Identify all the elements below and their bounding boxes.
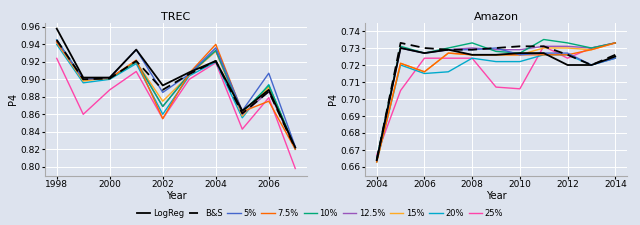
Title: Amazon: Amazon [474, 12, 518, 22]
X-axis label: Year: Year [166, 191, 186, 201]
Title: TREC: TREC [161, 12, 191, 22]
Y-axis label: P4: P4 [8, 93, 18, 105]
Y-axis label: P4: P4 [328, 93, 338, 105]
X-axis label: Year: Year [486, 191, 506, 201]
Legend: LogReg, B&S, 5%, 7.5%, 10%, 12.5%, 15%, 20%, 25%: LogReg, B&S, 5%, 7.5%, 10%, 12.5%, 15%, … [134, 205, 506, 221]
